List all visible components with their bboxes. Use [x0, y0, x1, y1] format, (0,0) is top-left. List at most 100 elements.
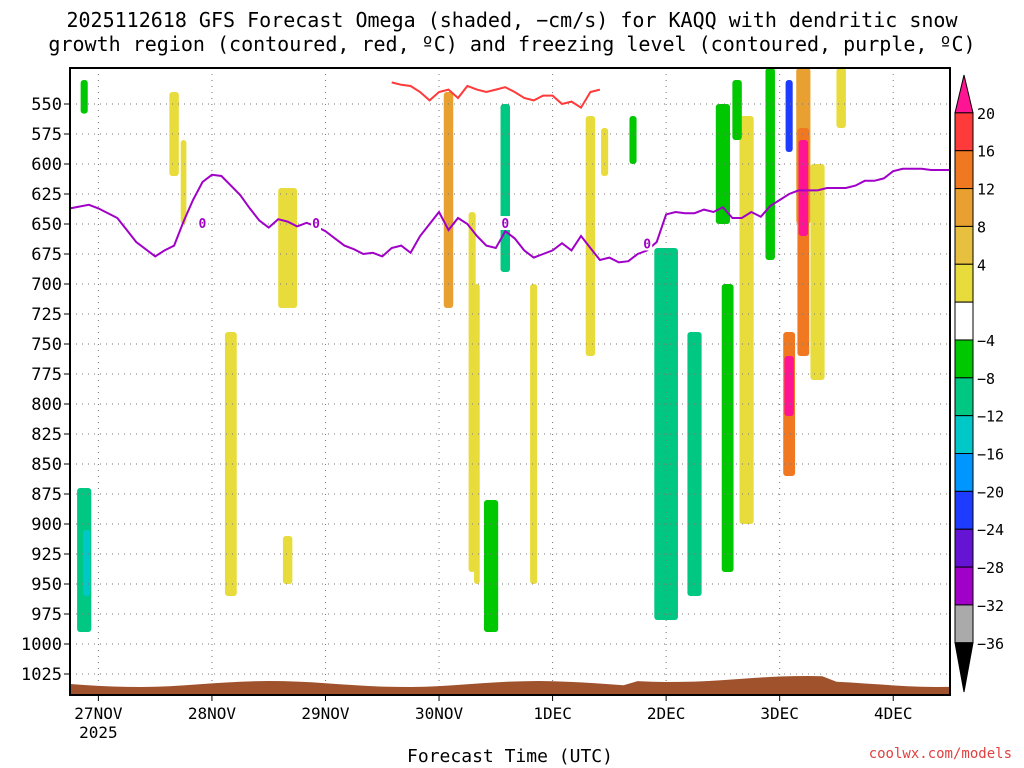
y-tick-label: 975 — [31, 605, 62, 625]
colorbar-label: 16 — [977, 143, 995, 161]
omega-cell — [739, 116, 754, 524]
colorbar-swatch — [954, 528, 974, 568]
chart-title-line-2: growth region (contoured, red, ºC) and f… — [48, 32, 976, 56]
omega-cell — [224, 332, 237, 596]
y-tick-label: 575 — [31, 125, 62, 145]
x-tick-label: 3DEC — [760, 704, 799, 723]
omega-cell — [278, 188, 298, 308]
freezing-level-label-bg — [642, 236, 653, 251]
y-tick-label: 1025 — [21, 665, 62, 685]
colorbar-label: −28 — [977, 559, 1004, 577]
freezing-level-label-bg — [311, 216, 322, 230]
colorbar-label: 12 — [977, 181, 995, 199]
colorbar-swatch — [954, 112, 974, 152]
omega-cell — [474, 284, 480, 584]
y-tick-label: 850 — [31, 455, 62, 475]
colorbar-swatch — [954, 453, 974, 492]
chart-title-line-1: 2025112618 GFS Forecast Omega (shaded, −… — [66, 8, 958, 32]
y-tick-label: 675 — [31, 245, 62, 265]
colorbar-label: −36 — [977, 635, 1004, 653]
y-tick-label: 600 — [31, 155, 62, 175]
y-tick-label: 700 — [31, 275, 62, 295]
colorbar-label: −32 — [977, 597, 1004, 615]
omega-cell — [443, 92, 454, 308]
colorbar-swatch — [954, 339, 974, 379]
omega-cell — [785, 80, 793, 152]
source-credit[interactable]: coolwx.com/models — [868, 746, 1012, 762]
colorbar-label: −24 — [977, 521, 1004, 539]
colorbar-swatch — [954, 150, 974, 190]
colorbar-label: −12 — [977, 408, 1004, 426]
omega-cell — [83, 530, 91, 596]
omega-cell — [80, 80, 88, 114]
omega-cell — [765, 68, 775, 260]
colorbar-label: 8 — [977, 218, 986, 236]
x-year-label: 2025 — [79, 723, 118, 742]
omega-cell — [836, 68, 846, 128]
omega-cell — [500, 104, 510, 272]
colorbar-label: −16 — [977, 446, 1004, 464]
colorbar-swatch — [954, 604, 974, 644]
x-tick-label: 29NOV — [301, 704, 350, 723]
omega-cell — [468, 212, 476, 572]
omega-cell — [601, 128, 609, 176]
y-tick-label: 925 — [31, 545, 62, 565]
colorbar-cap-top — [954, 74, 974, 114]
colorbar-label: 4 — [977, 256, 986, 274]
terrain-band — [70, 676, 950, 695]
colorbar-label: −8 — [977, 370, 995, 388]
colorbar-swatch — [954, 263, 974, 303]
omega-cell — [798, 140, 809, 236]
omega-cell — [180, 140, 187, 224]
x-axis-label: Forecast Time (UTC) — [407, 746, 613, 767]
y-tick-label: 825 — [31, 425, 62, 445]
x-tick-label: 4DEC — [874, 704, 913, 723]
plot-frame — [69, 67, 951, 696]
omega-cell — [715, 104, 730, 224]
y-tick-label: 800 — [31, 395, 62, 415]
colorbar-swatch — [954, 415, 974, 455]
y-tick-label: 775 — [31, 365, 62, 385]
omega-cell — [282, 536, 293, 584]
freezing-level-label: 0 — [312, 217, 320, 232]
y-tick-label: 875 — [31, 485, 62, 505]
omega-cell — [585, 116, 596, 356]
y-tick-label: 1000 — [21, 635, 62, 655]
freezing-level-label-bg — [500, 216, 511, 230]
omega-cell — [530, 284, 538, 584]
y-tick-label: 625 — [31, 185, 62, 205]
omega-cell — [810, 164, 825, 380]
y-tick-label: 900 — [31, 515, 62, 535]
colorbar-label: 20 — [977, 105, 995, 123]
x-tick-label: 30NOV — [415, 704, 464, 723]
omega-cell — [169, 92, 179, 176]
x-tick-label: 1DEC — [533, 704, 572, 723]
y-tick-label: 550 — [31, 95, 62, 115]
y-tick-label: 725 — [31, 305, 62, 325]
dgz-contour-line — [391, 81, 601, 109]
freezing-level-label: 0 — [501, 217, 509, 232]
colorbar-label: −20 — [977, 483, 1004, 501]
colorbar-swatch — [954, 566, 974, 606]
y-tick-label: 750 — [31, 335, 62, 355]
y-tick-label: 650 — [31, 215, 62, 235]
freezing-level-line — [69, 167, 950, 264]
x-tick-label: 27NOV — [74, 704, 123, 723]
omega-cell — [629, 116, 637, 164]
omega-cell — [721, 284, 734, 572]
x-tick-label: 28NOV — [188, 704, 237, 723]
omega-cell — [483, 500, 499, 632]
colorbar-swatch — [954, 188, 974, 227]
chart-title: 2025112618 GFS Forecast Omega (shaded, −… — [0, 8, 1024, 56]
omega-cell — [784, 356, 794, 416]
omega-cell — [732, 80, 742, 140]
colorbar-swatch — [954, 301, 974, 341]
colorbar-swatch — [954, 490, 974, 530]
colorbar-swatch — [954, 377, 974, 417]
colorbar-cap-bottom — [954, 642, 974, 693]
colorbar-label: −4 — [977, 332, 995, 350]
colorbar-swatch — [954, 225, 974, 265]
freezing-level-label: 0 — [199, 217, 207, 232]
x-tick-label: 2DEC — [647, 704, 686, 723]
